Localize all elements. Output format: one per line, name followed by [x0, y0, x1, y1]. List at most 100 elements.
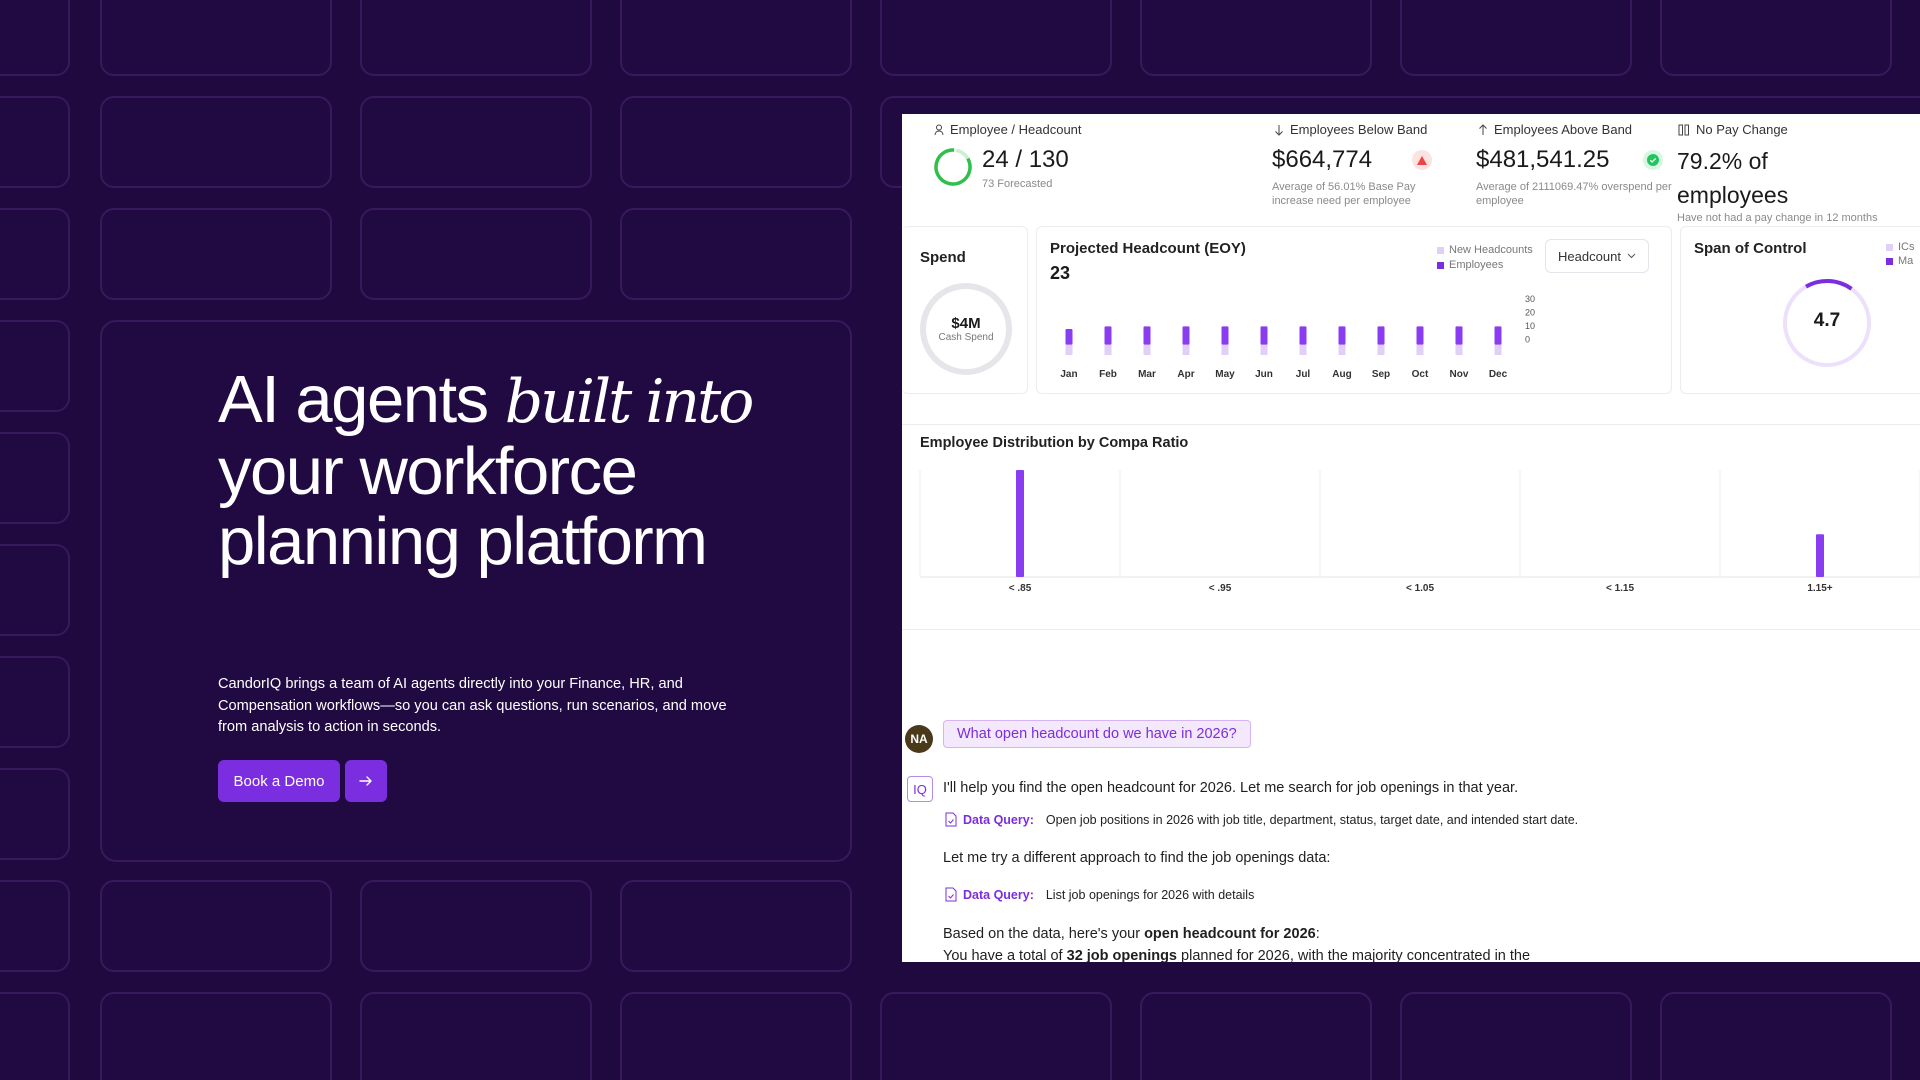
grid-tile	[0, 432, 70, 524]
legend-employees: Employees	[1437, 259, 1503, 271]
reply-text: Based on the data, here's your	[943, 926, 1145, 942]
y-tick-label: 10	[1525, 321, 1535, 331]
kpi-above-band-label: Employees Above Band	[1478, 122, 1632, 137]
grid-tile	[0, 320, 70, 412]
grid-tile	[0, 656, 70, 748]
grid-tile	[1400, 0, 1632, 76]
bar-new-headcounts	[1377, 344, 1385, 355]
dashboard-window: Employee / Headcount 24 / 130 73 Forecas…	[902, 114, 1920, 962]
grid-tile	[100, 992, 332, 1080]
projected-title: Projected Headcount (EOY)	[1050, 240, 1246, 257]
distribution-card: Employee Distribution by Compa Ratio < .…	[902, 424, 1920, 630]
hero-headline: AI agents built into your workforce plan…	[218, 365, 778, 577]
y-tick-label: 30	[1525, 294, 1535, 304]
x-tick-label: Nov	[1450, 369, 1469, 380]
bar-employees	[1377, 326, 1385, 345]
warning-triangle-icon	[1417, 155, 1427, 165]
bar-employees	[1299, 326, 1307, 345]
x-tick-label: Jan	[1060, 369, 1077, 380]
data-query-text: Open job positions in 2026 with job titl…	[1045, 812, 1579, 827]
grid-tile	[0, 0, 70, 76]
bar-new-headcounts	[1143, 344, 1151, 355]
bar-new-headcounts	[1065, 344, 1073, 355]
bar-new-headcounts	[1182, 344, 1190, 355]
x-tick-label: Mar	[1138, 369, 1156, 380]
x-tick-label: < 1.05	[1406, 583, 1435, 594]
grid-tile	[100, 0, 332, 76]
book-demo-button[interactable]: Book a Demo	[218, 760, 340, 802]
data-query-2: Data Query: List job openings for 2026 w…	[945, 887, 1254, 902]
legend-new-headcounts: New Headcounts	[1437, 244, 1533, 256]
grid-tile	[360, 96, 592, 188]
legend-ics: ICs	[1886, 241, 1915, 253]
bar-new-headcounts	[1338, 344, 1346, 355]
data-query-label: Data Query:	[963, 812, 1034, 827]
grid-tile	[0, 208, 70, 300]
projected-headcount-card: Projected Headcount (EOY) 23 New Headcou…	[1036, 226, 1672, 394]
grid-tile	[100, 880, 332, 972]
y-tick-label: 0	[1525, 335, 1530, 345]
chevron-down-icon	[1627, 253, 1636, 259]
document-icon	[945, 812, 957, 827]
grid-tile	[360, 0, 592, 76]
kpi-no-pay-change-value: 79.2% of employees	[1677, 148, 1789, 208]
bar-employees	[1182, 326, 1190, 345]
grid-tile	[620, 992, 852, 1080]
x-tick-label: Apr	[1177, 369, 1194, 380]
grid-tile	[0, 768, 70, 860]
bar-new-headcounts	[1260, 344, 1268, 355]
arrow-up-icon	[1479, 123, 1487, 135]
bar-new-headcounts	[1299, 344, 1307, 355]
grid-tile	[1660, 0, 1892, 76]
span-title: Span of Control	[1694, 240, 1807, 257]
kpi-label-text: Employee / Headcount	[950, 122, 1082, 137]
data-query-label: Data Query:	[963, 887, 1034, 902]
spend-ring: $4M Cash Spend	[920, 283, 1012, 375]
avatar: NA	[905, 725, 933, 753]
legend-label: ICs	[1898, 241, 1915, 253]
x-tick-label: Feb	[1099, 369, 1117, 380]
spend-caption: Cash Spend	[938, 332, 994, 343]
grid-tile	[0, 544, 70, 636]
projected-value: 23	[1050, 263, 1071, 283]
arrow-right-icon	[359, 776, 372, 786]
x-tick-label: Dec	[1489, 369, 1508, 380]
distribution-title: Employee Distribution by Compa Ratio	[920, 435, 1189, 451]
bar-new-headcounts	[1221, 344, 1229, 355]
kpi-headcount-value: 24 / 130	[982, 146, 1069, 173]
success-badge	[1643, 150, 1663, 170]
distribution-bar	[1016, 470, 1024, 577]
bot-reply-3: Based on the data, here's your open head…	[943, 926, 1320, 942]
grid-tile	[100, 208, 332, 300]
reply-bold: open headcount for 2026	[1144, 926, 1316, 942]
grid-tile	[0, 992, 70, 1080]
arrow-right-button[interactable]	[345, 760, 387, 802]
bar-new-headcounts	[1455, 344, 1463, 355]
grid-tile	[620, 208, 852, 300]
bot-reply-2: Let me try a different approach to find …	[943, 850, 1331, 866]
bar-employees	[1494, 326, 1502, 345]
kpi-headcount-note: 73 Forecasted	[982, 178, 1053, 190]
grid-tile	[100, 96, 332, 188]
spend-title: Spend	[920, 249, 966, 266]
projected-headcount-chart: Jan Feb Mar Apr May Jun Jul Aug Sep Oct Nov Dec 30 20…	[1060, 294, 1535, 380]
kpi-no-pay-change-label: No Pay Change	[1678, 122, 1788, 137]
x-tick-label: May	[1215, 369, 1235, 380]
grid-tile	[360, 208, 592, 300]
grid-tile	[0, 880, 70, 972]
check-icon	[1647, 154, 1659, 166]
span-of-control-card: Span of Control ICs Ma 4.7	[1680, 226, 1920, 394]
bar-employees	[1221, 326, 1229, 345]
x-tick-label: < .85	[1009, 583, 1032, 594]
bar-employees	[1143, 326, 1151, 345]
hero-subtitle: CandorIQ brings a team of AI agents dire…	[218, 676, 727, 735]
headline-part: your workforce planning platform	[218, 434, 708, 579]
pause-icon	[1678, 124, 1689, 135]
kpi-no-pay-change-note: Have not had a pay change in 12 months	[1677, 212, 1878, 224]
dropdown-value: Headcount	[1558, 248, 1621, 264]
headcount-dropdown[interactable]: Headcount	[1545, 239, 1649, 273]
kpi-below-band-value: $664,774	[1272, 146, 1373, 173]
grid-tile	[620, 96, 852, 188]
bot-reply-1: I'll help you find the open headcount fo…	[943, 780, 1519, 796]
y-tick-label: 20	[1525, 308, 1535, 318]
